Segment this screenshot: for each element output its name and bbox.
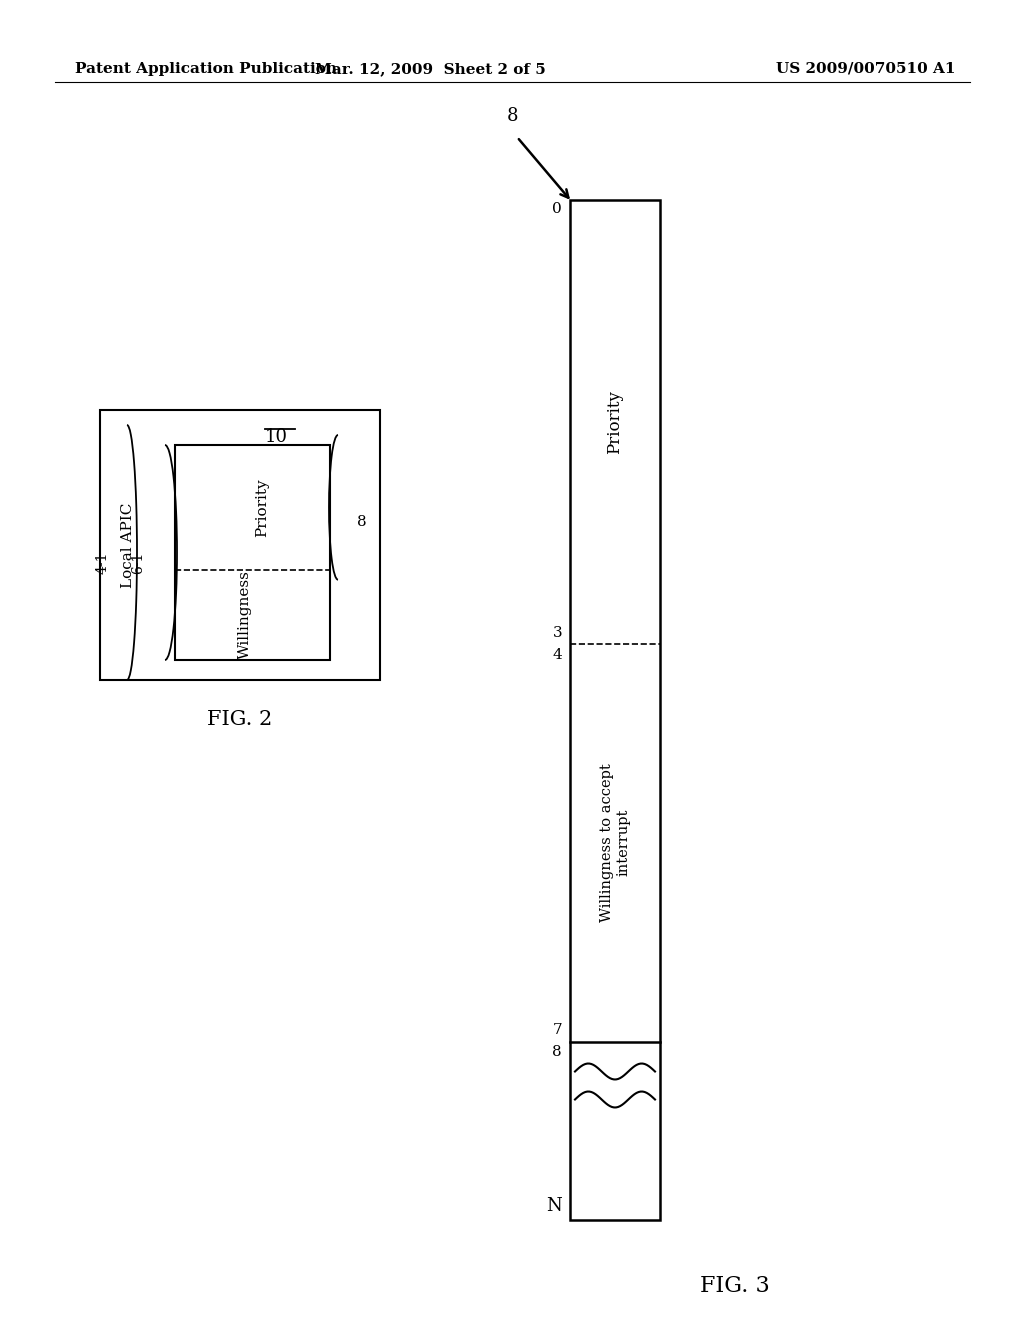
Text: FIG. 2: FIG. 2 xyxy=(208,710,272,729)
Text: US 2009/0070510 A1: US 2009/0070510 A1 xyxy=(775,62,955,77)
Text: FIG. 3: FIG. 3 xyxy=(700,1275,770,1298)
Text: 6-1: 6-1 xyxy=(131,552,145,574)
Text: N: N xyxy=(546,1197,562,1214)
Text: 8: 8 xyxy=(552,1045,562,1060)
Text: Mar. 12, 2009  Sheet 2 of 5: Mar. 12, 2009 Sheet 2 of 5 xyxy=(314,62,546,77)
Text: Local APIC: Local APIC xyxy=(121,503,135,587)
Text: 10: 10 xyxy=(265,428,288,446)
Text: Priority: Priority xyxy=(256,478,269,537)
Bar xyxy=(175,445,330,660)
Bar xyxy=(100,411,380,680)
Text: Willingness to accept
interrupt: Willingness to accept interrupt xyxy=(600,763,630,921)
Text: 8: 8 xyxy=(357,515,367,529)
Text: Patent Application Publication: Patent Application Publication xyxy=(75,62,337,77)
Text: Willingness: Willingness xyxy=(238,570,252,659)
Text: 3: 3 xyxy=(552,626,562,640)
Text: Priority: Priority xyxy=(606,389,624,454)
Bar xyxy=(570,201,660,1220)
Text: 0: 0 xyxy=(552,202,562,216)
Text: 8: 8 xyxy=(506,107,518,125)
Text: 4: 4 xyxy=(552,648,562,661)
Text: 4-1: 4-1 xyxy=(96,552,110,574)
Text: 7: 7 xyxy=(552,1023,562,1038)
